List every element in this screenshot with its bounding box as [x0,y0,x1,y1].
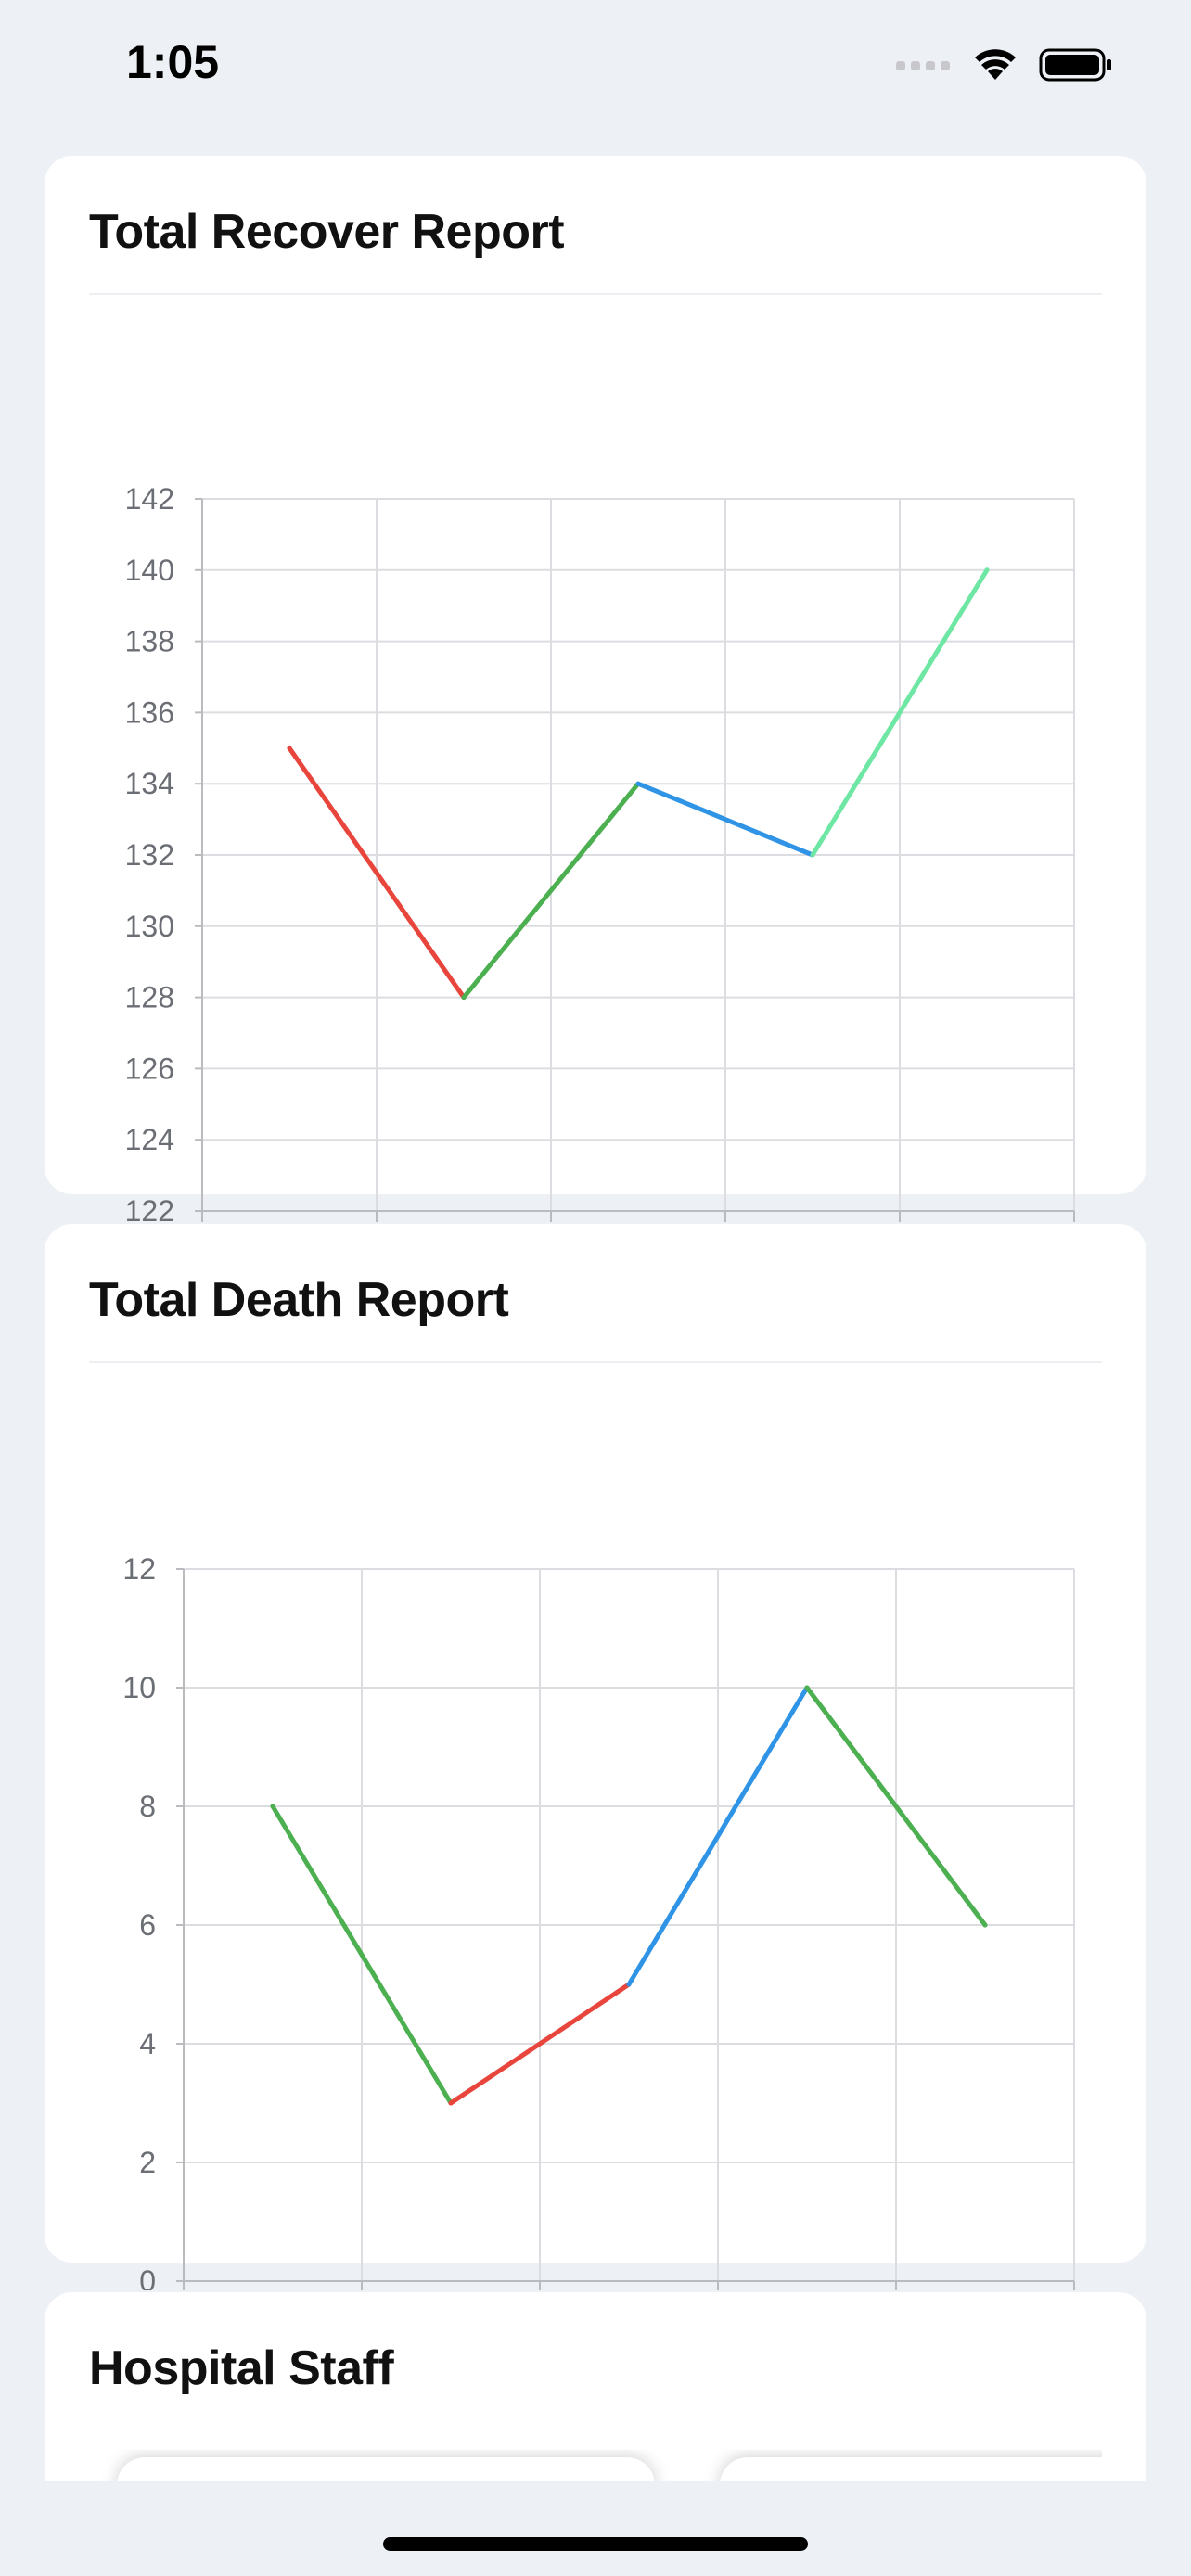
divider [89,1361,1102,1363]
wifi-icon [975,49,1016,80]
y-tick-label: 6 [139,1908,156,1942]
data-point [982,1922,988,1928]
y-tick-label: 142 [125,482,174,516]
data-point [810,852,815,858]
death-line-chart: 024681012JanFebMarAprMay [122,1552,1075,2290]
y-tick-label: 138 [125,625,174,658]
recover-report-card: Total Recover Report 122 124 126 128 130 132 1… [45,156,1146,1222]
y-tick-label: 126 [125,1052,174,1085]
y-tick-label: 140 [125,554,174,587]
y-tick-label: 128 [125,981,174,1014]
line-segment [461,781,641,1001]
y-tick-label: 0 [139,2264,156,2290]
card-title: Total Death Report [89,1273,509,1327]
y-tick-label: 10 [122,1671,156,1704]
status-bar: 1:05 [0,0,1191,139]
data-point [270,1804,275,1809]
data-point [287,746,292,751]
y-tick-label: 124 [125,1123,174,1156]
data-point [984,567,990,573]
home-indicator[interactable] [383,2537,808,2551]
y-tick-label: 122 [125,1194,174,1222]
recover-line-chart: 122124126128130132134136138140142JanFebM… [125,482,1075,1222]
card-title: Hospital Staff [89,2341,394,2395]
line-segment [804,1685,988,1928]
line-segment [287,746,467,1001]
signal-icon [896,61,950,70]
card-title: Total Recover Report [89,205,565,259]
data-point [448,2100,454,2106]
data-point [626,1982,632,1987]
divider [89,293,1102,295]
data-point [461,995,467,1001]
y-tick-label: 4 [139,2027,156,2060]
line-segment [810,567,990,858]
y-tick-label: 132 [125,838,174,872]
y-tick-label: 12 [122,1552,156,1586]
y-tick-label: 136 [125,695,174,729]
line-segment [635,781,815,858]
line-segment [448,1982,632,2106]
status-time: 1:05 [126,36,220,88]
data-point [635,781,641,786]
y-tick-label: 2 [139,2146,156,2179]
line-segment [270,1804,454,2106]
data-point [804,1685,810,1690]
line-segment [626,1685,810,1987]
y-tick-label: 130 [125,910,174,943]
y-tick-label: 134 [125,767,174,800]
y-tick-label: 8 [139,1790,156,1823]
bottom-safe-area [0,2481,1191,2576]
battery-icon [1039,48,1111,82]
status-icons [896,46,1113,83]
death-report-card: Total Death Report 024681012JanFebMarApr… [45,1224,1146,2290]
